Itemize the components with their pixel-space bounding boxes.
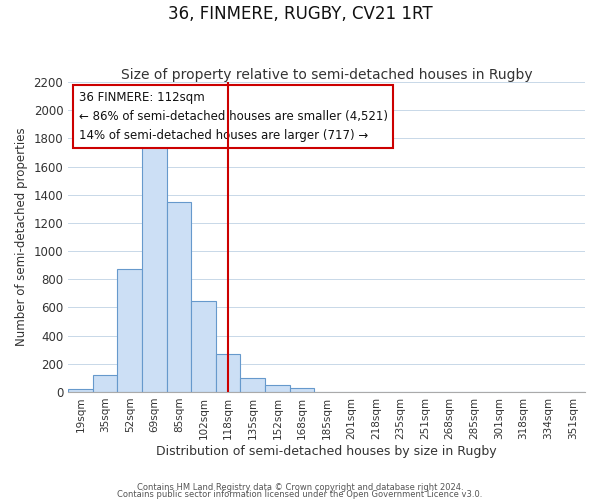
Text: 36 FINMERE: 112sqm
← 86% of semi-detached houses are smaller (4,521)
14% of semi: 36 FINMERE: 112sqm ← 86% of semi-detache… [79,92,388,142]
Bar [241,378,265,392]
Bar [68,389,93,392]
Text: Contains public sector information licensed under the Open Government Licence v3: Contains public sector information licen… [118,490,482,499]
Y-axis label: Number of semi-detached properties: Number of semi-detached properties [15,128,28,346]
Bar [142,144,167,392]
Bar [265,385,290,392]
Bar [191,301,216,392]
Bar [167,202,191,392]
Bar [118,270,142,392]
Text: Contains HM Land Registry data © Crown copyright and database right 2024.: Contains HM Land Registry data © Crown c… [137,484,463,492]
Bar [93,375,118,392]
Bar [216,354,241,392]
X-axis label: Distribution of semi-detached houses by size in Rugby: Distribution of semi-detached houses by … [156,444,497,458]
Title: Size of property relative to semi-detached houses in Rugby: Size of property relative to semi-detach… [121,68,532,82]
Text: 36, FINMERE, RUGBY, CV21 1RT: 36, FINMERE, RUGBY, CV21 1RT [167,5,433,23]
Bar [290,388,314,392]
